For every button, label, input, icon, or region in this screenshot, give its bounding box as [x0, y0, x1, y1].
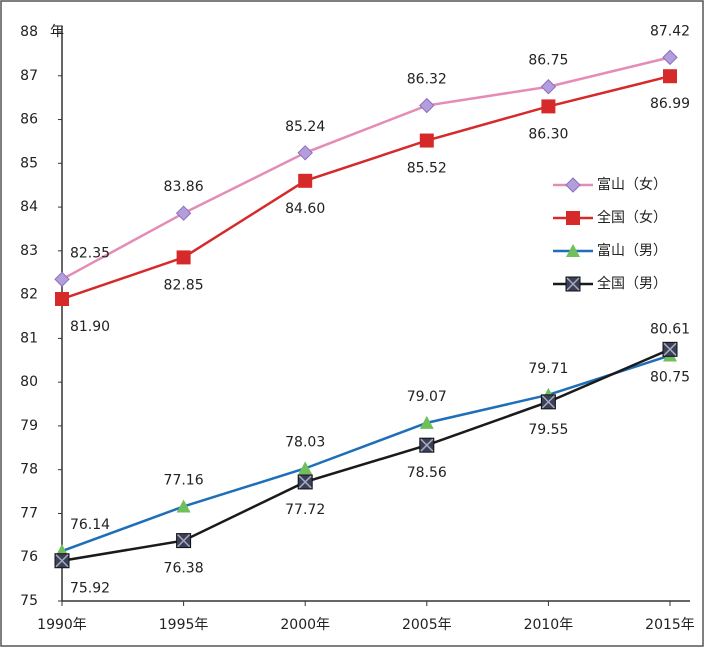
- x-tick-label: 1995年: [159, 617, 209, 633]
- data-label: 86.99: [650, 96, 690, 112]
- legend-marker: [565, 177, 581, 193]
- point-x: [177, 534, 191, 548]
- data-label: 80.75: [650, 369, 690, 385]
- data-label: 87.42: [650, 23, 690, 39]
- data-label: 80.61: [650, 321, 690, 337]
- y-tick-label: 80: [20, 374, 38, 390]
- y-tick-label: 85: [20, 155, 38, 171]
- data-label: 86.75: [528, 53, 568, 69]
- legend-label: 全国（男）: [597, 275, 667, 292]
- data-label: 85.24: [285, 119, 325, 135]
- data-label: 79.71: [528, 361, 568, 377]
- x-tick-label: 2005年: [402, 617, 452, 633]
- data-label: 82.35: [70, 245, 110, 261]
- data-label: 85.52: [407, 161, 447, 177]
- y-tick-label: 77: [20, 505, 38, 521]
- point: [541, 99, 556, 114]
- y-tick-label: 87: [20, 68, 38, 84]
- point: [176, 250, 191, 265]
- point: [55, 291, 69, 306]
- point: [663, 69, 677, 84]
- data-label: 78.56: [407, 465, 447, 481]
- point: [54, 271, 70, 288]
- point: [298, 173, 313, 188]
- x-tick-label: 2015年: [645, 617, 695, 633]
- point: [298, 461, 313, 475]
- point-x: [55, 554, 69, 568]
- y-tick-label: 86: [20, 112, 38, 128]
- data-label: 86.30: [528, 126, 568, 142]
- legend-marker: [566, 244, 580, 257]
- point: [540, 79, 557, 95]
- data-label: 78.03: [285, 434, 325, 450]
- legend-label: 富山（女）: [597, 176, 667, 193]
- data-label: 75.92: [70, 581, 110, 597]
- y-tick-label: 88: [20, 24, 38, 40]
- data-label: 84.60: [285, 201, 325, 217]
- y-unit: 年: [50, 24, 64, 40]
- y-tick-label: 84: [20, 199, 38, 215]
- point: [662, 49, 678, 66]
- data-label: 83.86: [164, 179, 204, 195]
- y-tick-label: 82: [20, 287, 38, 303]
- point-x: [298, 475, 312, 489]
- data-label: 81.90: [70, 319, 110, 335]
- point: [176, 499, 191, 513]
- legend-label: 全国（女）: [597, 209, 667, 226]
- point-x: [420, 438, 434, 452]
- series-line: [61, 74, 671, 301]
- x-tick-label: 1990年: [37, 617, 87, 633]
- point: [419, 133, 434, 148]
- data-label: 82.85: [164, 277, 204, 293]
- data-label: 79.07: [407, 389, 447, 405]
- series-line: [61, 348, 671, 562]
- data-label: 76.14: [70, 517, 110, 533]
- point: [175, 205, 192, 221]
- y-tick-label: 75: [20, 593, 38, 609]
- y-tick-label: 76: [20, 549, 38, 565]
- point: [419, 415, 434, 429]
- y-tick-label: 78: [20, 462, 38, 478]
- series-line: [61, 56, 671, 281]
- legend-marker-x: [566, 277, 580, 291]
- y-tick-label: 81: [20, 330, 38, 346]
- data-label: 86.32: [407, 72, 447, 88]
- point: [419, 97, 435, 114]
- data-label: 77.16: [164, 472, 204, 488]
- point-x: [541, 395, 555, 409]
- data-label: 76.38: [164, 561, 204, 577]
- legend-label: 富山（男）: [597, 242, 667, 259]
- data-label: 79.55: [528, 422, 568, 438]
- data-label: 77.72: [285, 502, 325, 518]
- series-line: [61, 354, 671, 553]
- x-tick-label: 2000年: [280, 617, 330, 633]
- y-tick-label: 79: [20, 418, 38, 434]
- point-x: [663, 342, 677, 356]
- point: [297, 145, 313, 161]
- x-tick-label: 2010年: [524, 617, 574, 633]
- y-tick-label: 83: [20, 243, 38, 259]
- legend-marker: [566, 211, 580, 225]
